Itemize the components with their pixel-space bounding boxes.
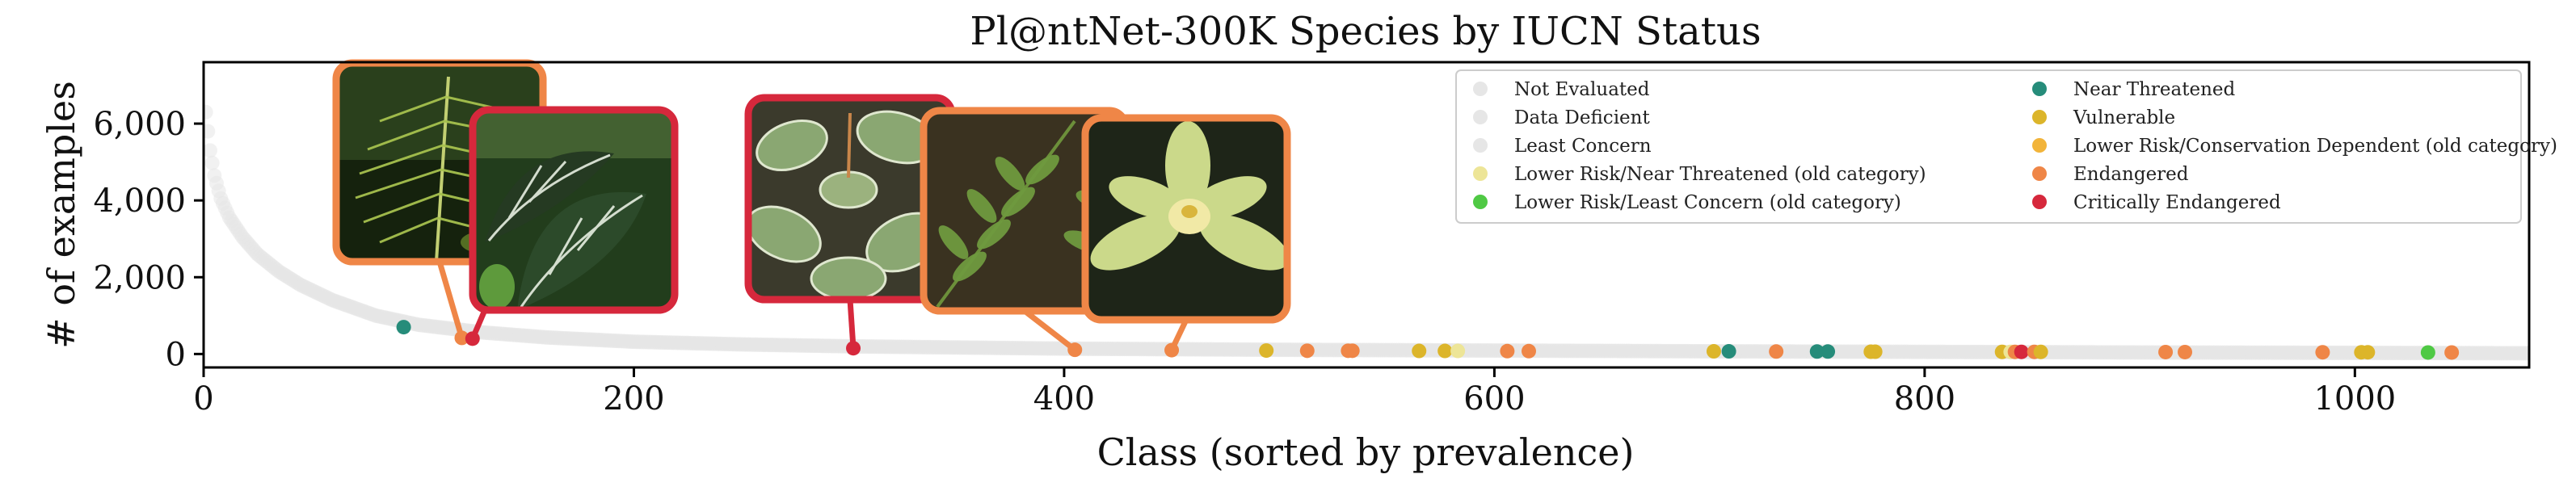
callout-line — [847, 299, 857, 349]
background-series — [204, 104, 2529, 361]
background-point — [204, 124, 216, 139]
status-point — [2158, 344, 2174, 359]
status-point — [1809, 344, 1825, 359]
status-point — [1412, 343, 1427, 359]
status-point — [465, 331, 480, 346]
chart-title: Pl@ntNet-300K Species by IUCN Status — [970, 9, 1761, 54]
legend-marker — [2032, 138, 2047, 153]
status-point — [1500, 343, 1515, 359]
legend-label: Endangered — [2073, 164, 2189, 185]
status-point — [1706, 344, 1721, 359]
legend-label: Least Concern — [1514, 136, 1652, 157]
status-point — [2178, 344, 2193, 359]
callout-line — [436, 261, 465, 339]
x-axis-label: Class (sorted by prevalence) — [1097, 430, 1635, 474]
status-point — [846, 341, 861, 356]
x-tick-label: 600 — [1463, 380, 1525, 418]
legend-label: Not Evaluated — [1514, 79, 1650, 100]
legend-marker — [2032, 195, 2047, 209]
status-point — [2444, 345, 2460, 360]
status-point — [1522, 343, 1537, 359]
status-point — [1820, 344, 1836, 359]
legend-marker — [1473, 110, 1488, 124]
plot-frame — [202, 61, 2531, 369]
legend-marker — [1473, 138, 1488, 153]
y-tick-label: 4,000 — [93, 183, 186, 220]
legend-marker — [2032, 82, 2047, 96]
status-point — [1067, 342, 1083, 358]
x-tick-label: 1000 — [2313, 380, 2396, 418]
y-tick-label: 0 — [166, 336, 186, 373]
legend-label: Lower Risk/Conservation Dependent (old c… — [2073, 136, 2557, 157]
status-point — [2033, 344, 2048, 359]
legend: Not Evaluated Data Deficient Least Concern… — [1455, 69, 2557, 224]
status-point — [1164, 342, 1180, 358]
x-tick-label: 800 — [1894, 380, 1955, 418]
status-point — [2315, 345, 2330, 360]
legend-marker — [1473, 166, 1488, 181]
legend-label: Lower Risk/Near Threatened (old category… — [1514, 164, 1926, 185]
status-point — [2420, 345, 2435, 360]
legend-label: Near Threatened — [2073, 79, 2236, 100]
status-point — [1299, 343, 1315, 359]
legend-marker — [2032, 110, 2047, 124]
y-tick-label: 2,000 — [93, 259, 186, 296]
status-point — [396, 320, 411, 335]
callout-line — [1022, 308, 1077, 352]
background-point — [204, 143, 217, 158]
legend-label: Critically Endangered — [2073, 192, 2281, 213]
y-axis-label: # of examples — [40, 81, 83, 349]
status-point — [1867, 344, 1883, 359]
y-axis-ticks: 0 2,000 4,000 6,000 — [93, 106, 204, 373]
background-point — [204, 155, 220, 170]
status-point — [454, 330, 469, 346]
x-tick-label: 0 — [193, 380, 213, 418]
photo-alocasia — [469, 106, 679, 314]
photo-callouts — [332, 59, 1291, 324]
photo-orchid — [1081, 114, 1291, 324]
y-tick-label: 6,000 — [93, 106, 186, 143]
status-point — [2360, 345, 2376, 360]
legend-marker — [1473, 82, 1488, 96]
x-axis-ticks: 0 200 400 600 800 1000 — [193, 367, 2396, 418]
status-point — [1450, 343, 1466, 359]
legend-label: Vulnerable — [2073, 107, 2175, 128]
legend-marker — [1473, 195, 1488, 209]
legend-label: Lower Risk/Least Concern (old category) — [1514, 192, 1901, 213]
status-point — [1345, 343, 1360, 359]
status-point — [1259, 343, 1274, 359]
background-point — [2522, 346, 2529, 361]
status-point — [2014, 344, 2029, 359]
status-point — [1721, 344, 1736, 359]
status-point — [1437, 343, 1453, 359]
legend-label: Data Deficient — [1514, 107, 1650, 128]
x-tick-label: 400 — [1033, 380, 1095, 418]
legend-box — [1455, 69, 2522, 224]
x-tick-label: 200 — [603, 380, 664, 418]
status-point — [1769, 344, 1784, 359]
background-point — [204, 104, 213, 120]
status-points — [396, 320, 2460, 360]
legend-marker — [2032, 166, 2047, 181]
